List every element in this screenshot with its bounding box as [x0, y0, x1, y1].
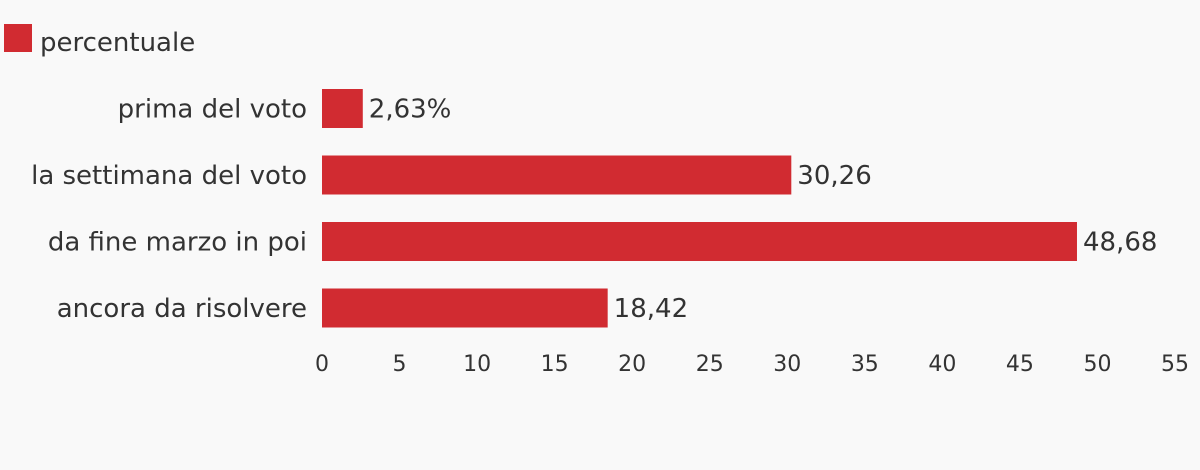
- legend-swatch: [4, 24, 32, 52]
- category-labels: prima del voto la settimana del voto da fi…: [31, 95, 307, 325]
- x-tick-label: 45: [1006, 352, 1034, 377]
- value-label: 2,63%: [369, 95, 452, 125]
- category-label: da fine marzo in poi: [48, 228, 307, 258]
- value-labels: 2,63% 30,26 48,68 18,42: [369, 95, 1158, 325]
- x-tick-label: 20: [618, 352, 646, 377]
- bar: [322, 222, 1077, 261]
- x-tick-label: 30: [773, 352, 801, 377]
- x-tick-label: 50: [1083, 352, 1111, 377]
- x-tick-label: 15: [541, 352, 569, 377]
- legend: percentuale: [4, 24, 195, 58]
- x-tick-label: 40: [928, 352, 956, 377]
- x-tick-label: 35: [851, 352, 879, 377]
- value-label: 30,26: [797, 161, 871, 191]
- bar: [322, 89, 363, 128]
- value-label: 18,42: [614, 294, 688, 324]
- bars: [322, 89, 1077, 328]
- category-label: la settimana del voto: [31, 161, 307, 191]
- category-label: ancora da risolvere: [57, 294, 307, 324]
- legend-label: percentuale: [40, 28, 195, 58]
- x-tick-label: 25: [696, 352, 724, 377]
- x-tick-label: 55: [1161, 352, 1189, 377]
- x-tick-label: 0: [315, 352, 329, 377]
- x-tick-label: 5: [393, 352, 407, 377]
- category-label: prima del voto: [118, 95, 307, 125]
- x-axis-ticks: 0 5 10 15 20 25 30 35 40 45 50 55: [315, 352, 1189, 377]
- bar: [322, 155, 792, 195]
- value-label: 48,68: [1083, 228, 1157, 258]
- bar: [322, 288, 608, 328]
- x-tick-label: 10: [463, 352, 491, 377]
